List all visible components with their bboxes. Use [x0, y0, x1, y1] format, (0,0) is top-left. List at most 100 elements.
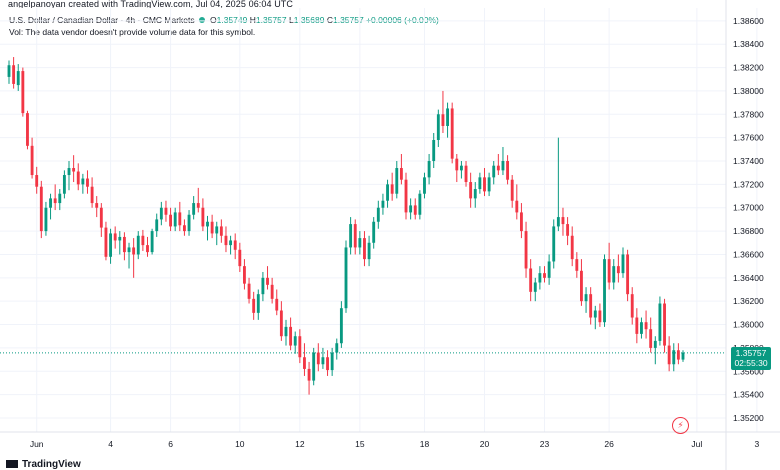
candle-body [113, 233, 117, 241]
candle-body [395, 168, 399, 194]
candle-body [390, 184, 394, 194]
y-tick-label: 1.37200 [733, 179, 764, 189]
candle-body [663, 303, 666, 346]
close-label: C [326, 15, 333, 25]
low-value: 1.35689 [293, 15, 325, 25]
candle-body [598, 310, 602, 323]
candle-body [95, 203, 99, 208]
candle-body [67, 168, 71, 176]
y-tick-label: 1.36200 [733, 296, 764, 306]
candle-body [312, 352, 316, 381]
candle-body [547, 261, 551, 278]
candle-body [506, 161, 510, 180]
market-status-icon [198, 17, 205, 23]
candle-body [127, 247, 131, 253]
candle-body [580, 270, 583, 302]
candle-body [432, 139, 436, 162]
symbol-legend: U.S. Dollar / Canadian Dollar · 4h · CMC… [9, 14, 439, 27]
candle-body [243, 266, 246, 284]
candle-body [12, 65, 16, 84]
y-tick-label: 1.37400 [733, 156, 764, 166]
candle-body [58, 193, 62, 204]
y-tick-label: 1.36600 [733, 249, 764, 259]
x-tick-label: 10 [235, 439, 245, 449]
candle-body [427, 161, 431, 178]
candle-body [515, 200, 519, 213]
candle-body [543, 273, 546, 278]
candle-body [496, 165, 500, 171]
y-tick-label: 1.37600 [733, 133, 764, 143]
candle-body [26, 113, 29, 146]
candle-body [182, 225, 186, 232]
candle-body [104, 227, 108, 257]
candle-body [261, 277, 265, 295]
high-label: H [249, 15, 256, 25]
candle-body [16, 71, 20, 86]
candle-body [676, 350, 680, 360]
candle-body [473, 189, 477, 199]
candle-body [173, 212, 177, 227]
candle-body [423, 177, 426, 194]
y-tick-label: 1.38000 [733, 86, 764, 96]
candle-body [658, 303, 662, 341]
candle-body [358, 238, 362, 248]
candle-body [196, 203, 200, 208]
candle-body [372, 221, 376, 243]
candle-body [159, 207, 163, 220]
candle-body [210, 221, 214, 234]
x-tick-label: 4 [108, 439, 113, 449]
candle-body [224, 235, 228, 246]
x-tick-label: 3 [754, 439, 759, 449]
candle-body [90, 186, 94, 204]
candle-body [575, 259, 579, 271]
candle-body [607, 259, 611, 283]
tradingview-logo[interactable]: TradingView [6, 459, 81, 470]
candle-body [44, 207, 48, 232]
candle-body [35, 175, 39, 187]
y-tick-label: 1.35400 [733, 390, 764, 400]
candle-body [487, 177, 491, 192]
candle-body [316, 352, 320, 365]
candle-body [7, 65, 11, 77]
candle-body [561, 217, 565, 225]
candle-body [529, 268, 533, 292]
candle-body [298, 336, 302, 358]
candle-body [533, 282, 537, 292]
candle-body [49, 198, 52, 208]
candle-body [612, 266, 616, 283]
candle-body [566, 224, 570, 236]
candle-body [409, 205, 413, 213]
candle-body [169, 214, 173, 227]
candle-body [141, 235, 145, 246]
candle-body [266, 277, 269, 285]
x-tick-label: Jun [30, 439, 44, 449]
y-tick-label: 1.37000 [733, 203, 764, 213]
candle-body [99, 207, 103, 228]
candle-body [635, 317, 639, 334]
y-tick-label: 1.35600 [733, 366, 764, 376]
candle-body [118, 236, 122, 241]
candle-body [289, 326, 293, 346]
created-by-banner: angelpanoyan created with TradingView.co… [8, 0, 294, 8]
candle-body [122, 236, 126, 253]
candle-body [441, 114, 445, 126]
candle-body [206, 221, 209, 227]
candle-body [603, 259, 606, 323]
candle-body [644, 322, 648, 330]
candle-body [626, 254, 630, 295]
x-tick-label: 15 [355, 439, 365, 449]
candle-body [192, 203, 196, 215]
low-label: L [289, 15, 294, 25]
candle-body [450, 108, 454, 159]
bar-countdown: 02:55:30 [734, 357, 768, 368]
candle-body [330, 352, 334, 371]
candle-body [653, 340, 657, 348]
candle-body [326, 357, 329, 371]
lightning-icon[interactable]: ⚡ [672, 417, 689, 434]
open-label: O [210, 15, 217, 25]
candle-body [446, 108, 449, 126]
tradingview-logo-icon [6, 460, 18, 468]
candle-body [589, 294, 593, 318]
last-price-tag: 1.35757 02:55:30 [731, 346, 771, 370]
